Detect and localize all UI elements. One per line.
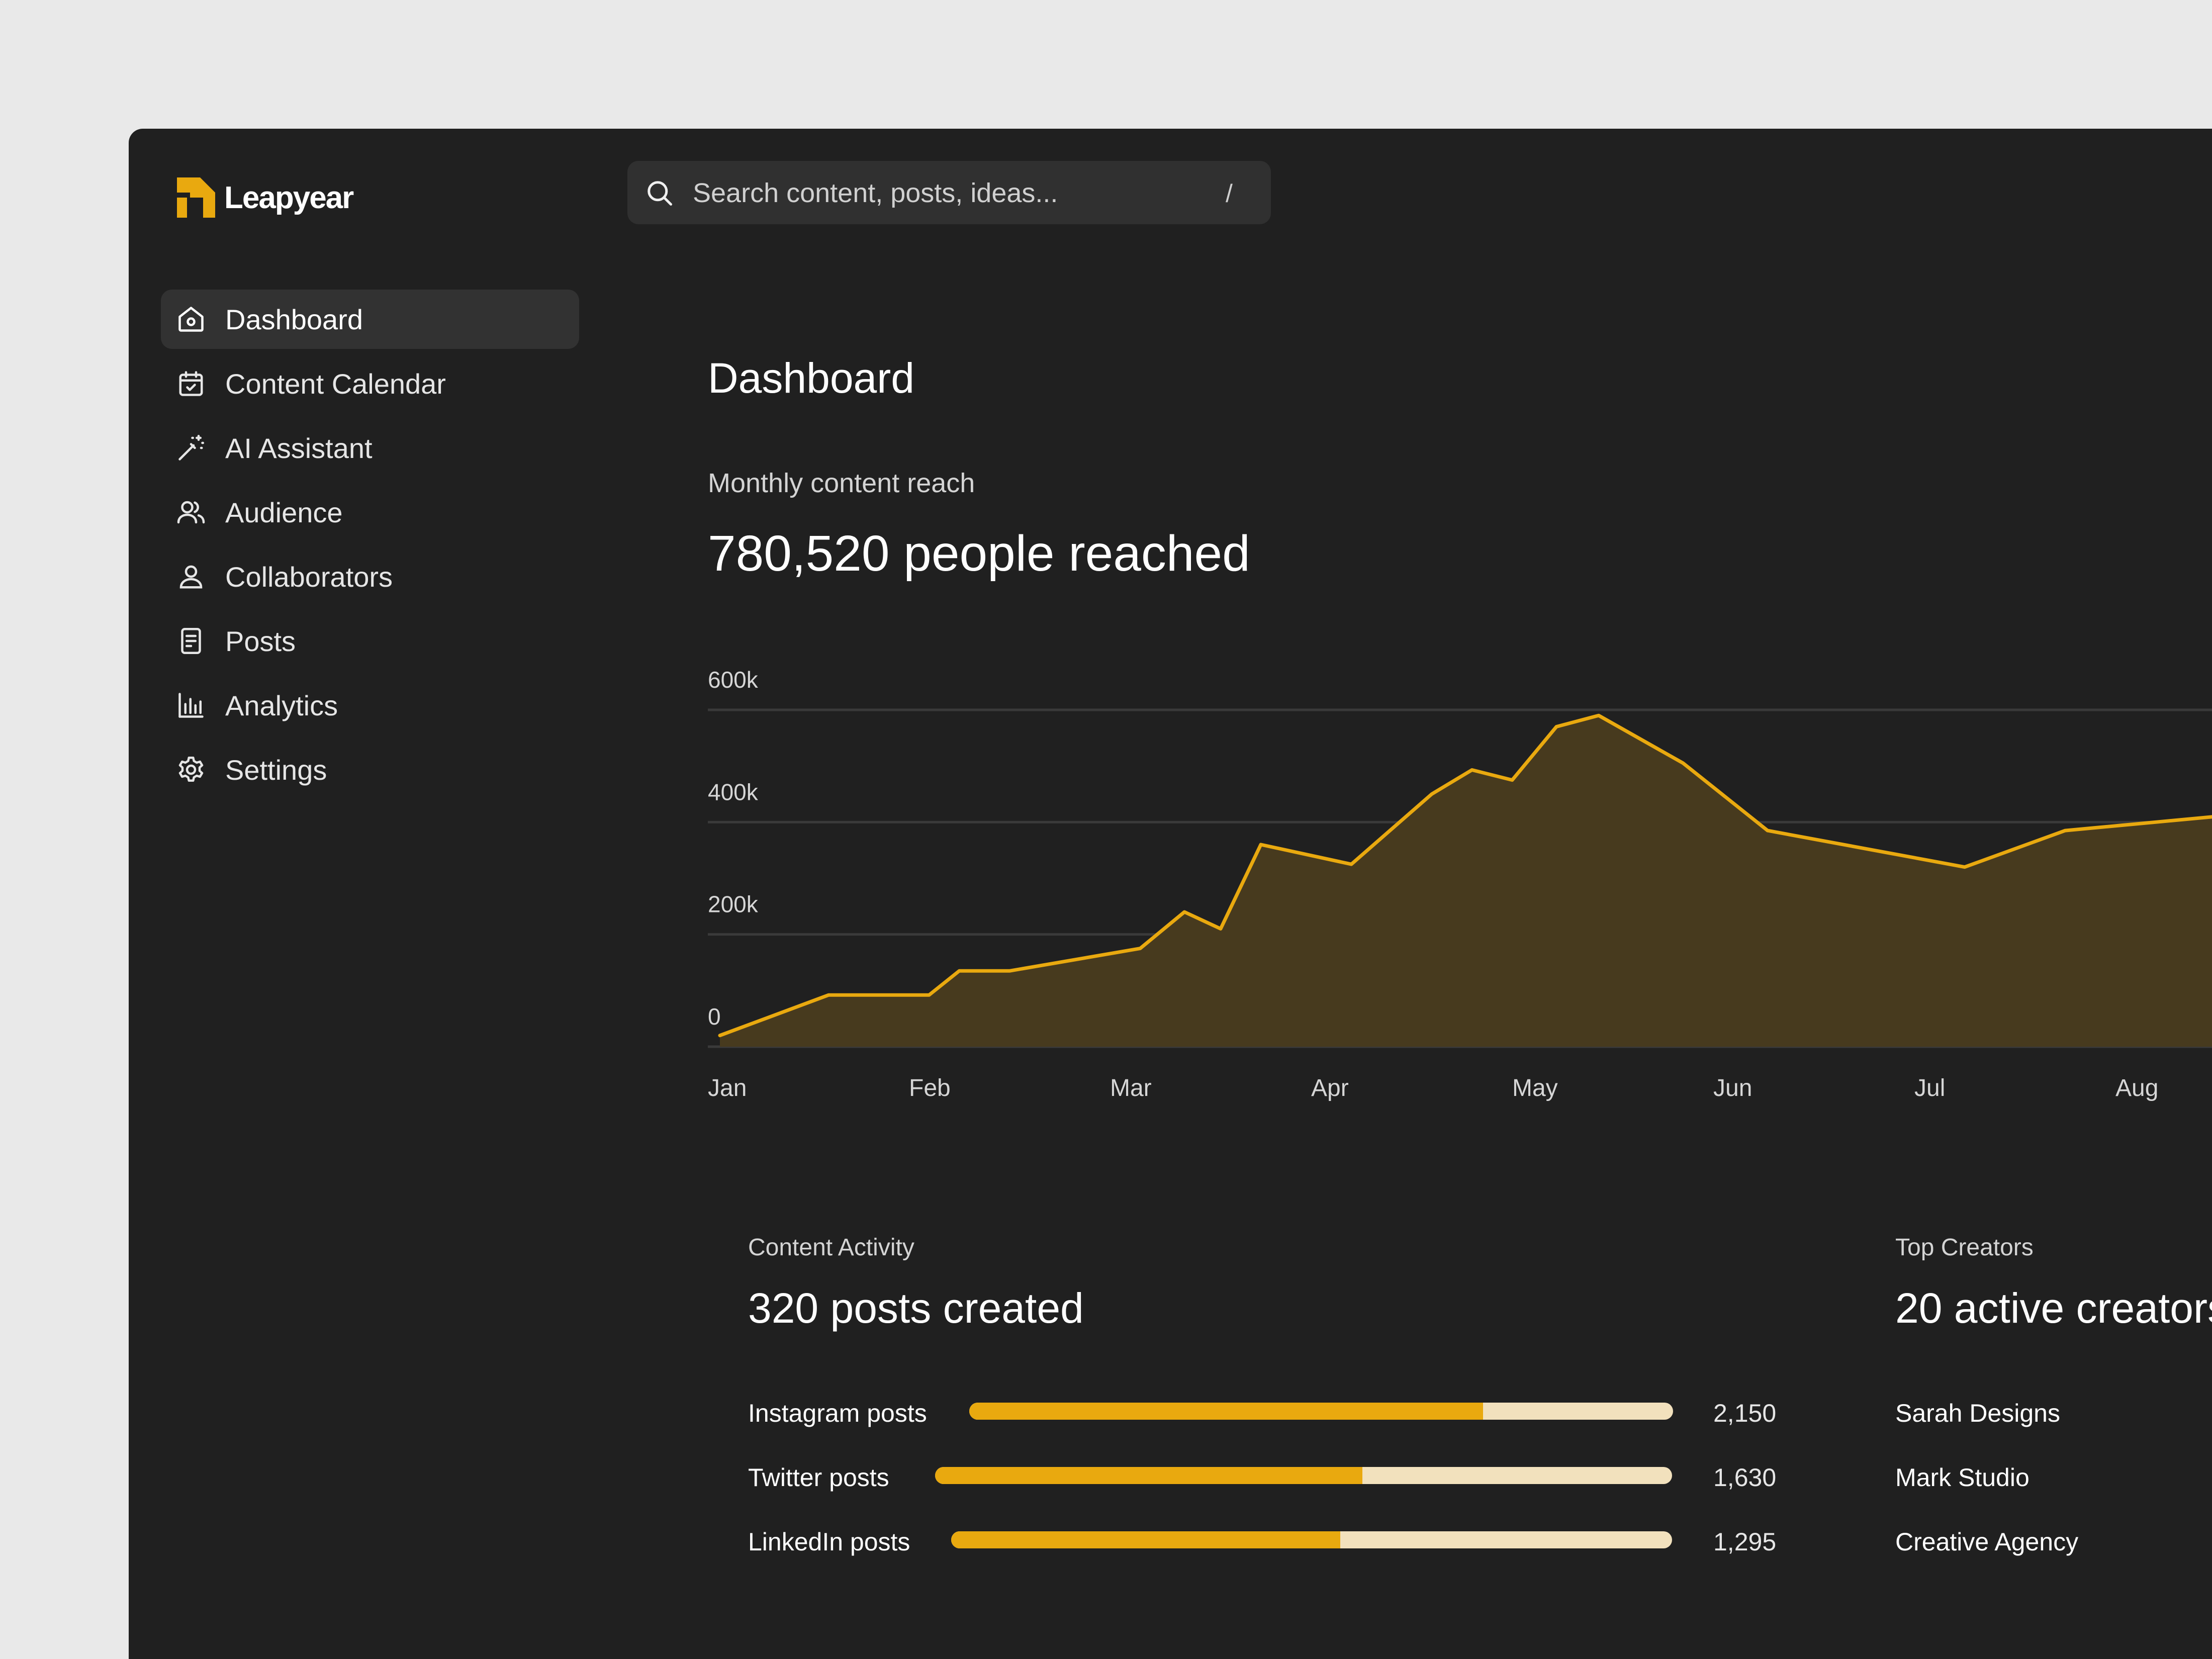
sidebar-item-label: Posts (225, 625, 296, 657)
sidebar-item-label: Content Calendar (225, 367, 446, 400)
reach-chart: 0 200k 400k 600k Jan Feb Mar Apr May Jun Jul Aug (708, 667, 2212, 1101)
creator-item[interactable]: Creative Agency (1895, 1528, 2079, 1556)
activity-row-label: Instagram posts (748, 1399, 927, 1427)
activity-label: Content Activity (748, 1234, 914, 1261)
activity-row-instagram: Instagram posts 2,150 (748, 1386, 1904, 1436)
sidebar-item-posts[interactable]: Posts (161, 611, 579, 671)
bar-chart-icon (176, 690, 206, 720)
activity-bar-track (969, 1403, 1673, 1420)
activity-row-value: 2,150 (1713, 1399, 1777, 1427)
sidebar-item-ai-assistant[interactable]: AI Assistant (161, 418, 579, 478)
y-tick-label: 600k (708, 667, 759, 693)
search-shortcut-hint: / (1226, 179, 1233, 208)
sidebar-item-analytics[interactable]: Analytics (161, 676, 579, 735)
activity-bar-fill (951, 1531, 1341, 1548)
reach-area-fill (720, 715, 2212, 1047)
users-icon (176, 497, 206, 527)
x-tick-label: Jun (1713, 1075, 1752, 1101)
x-tick-label: Jan (708, 1075, 747, 1101)
document-icon (176, 626, 206, 656)
x-tick-label: Apr (1311, 1075, 1349, 1101)
reach-value: 780,520 people reached (708, 525, 1250, 582)
creator-item[interactable]: Mark Studio (1895, 1463, 2030, 1492)
creator-item[interactable]: Sarah Designs (1895, 1399, 2060, 1427)
y-tick-label: 400k (708, 779, 759, 805)
reach-series-line (718, 713, 2212, 1038)
sidebar-item-collaborators[interactable]: Collaborators (161, 547, 579, 606)
sidebar-item-label: Audience (225, 496, 343, 528)
activity-row-twitter: Twitter posts 1,630 (748, 1450, 1904, 1500)
sidebar-item-audience[interactable]: Audience (161, 483, 579, 542)
x-tick-label: Feb (909, 1075, 951, 1101)
magic-wand-icon (176, 433, 206, 463)
brand-name: Leapyear (224, 180, 354, 215)
x-tick-label: Mar (1110, 1075, 1152, 1101)
sidebar-item-content-calendar[interactable]: Content Calendar (161, 354, 579, 413)
activity-row-value: 1,630 (1713, 1463, 1777, 1492)
activity-row-label: Twitter posts (748, 1463, 889, 1492)
brand[interactable]: Leapyear (177, 177, 354, 218)
activity-bar-fill (935, 1467, 1363, 1484)
search-input[interactable] (692, 170, 1196, 216)
x-tick-label: Aug (2115, 1075, 2158, 1101)
search-bar[interactable]: / (627, 161, 1271, 224)
activity-bar-track (951, 1531, 1672, 1548)
page-title: Dashboard (708, 354, 914, 402)
activity-row-linkedin: LinkedIn posts 1,295 (748, 1514, 1904, 1564)
sidebar-item-label: Analytics (225, 689, 338, 721)
sidebar-item-label: Dashboard (225, 303, 363, 335)
sidebar-item-label: Settings (225, 754, 327, 786)
activity-row-label: LinkedIn posts (748, 1528, 910, 1556)
leapyear-logo-icon (177, 177, 215, 218)
app-window: Leapyear / Dashboard Content Calendar AI… (129, 129, 2212, 1659)
creators-label: Top Creators (1895, 1234, 2034, 1261)
user-icon (176, 562, 206, 592)
sidebar-item-label: Collaborators (225, 561, 393, 593)
reach-label: Monthly content reach (708, 468, 975, 498)
activity-bar-fill (969, 1403, 1483, 1420)
sidebar-nav: Dashboard Content Calendar AI Assistant … (161, 290, 579, 804)
activity-row-value: 1,295 (1713, 1528, 1777, 1556)
sidebar-item-label: AI Assistant (225, 432, 373, 464)
y-tick-label: 0 (708, 1003, 721, 1030)
activity-bar-track (935, 1467, 1672, 1484)
activity-value: 320 posts created (748, 1284, 1084, 1332)
creators-value: 20 active creators (1895, 1284, 2212, 1332)
home-icon (176, 304, 206, 334)
y-tick-label: 200k (708, 891, 759, 917)
sidebar-item-settings[interactable]: Settings (161, 740, 579, 799)
sidebar-item-dashboard[interactable]: Dashboard (161, 290, 579, 349)
gear-icon (176, 755, 206, 785)
calendar-icon (176, 368, 206, 399)
x-tick-label: Jul (1914, 1075, 1945, 1101)
x-tick-label: May (1512, 1075, 1558, 1101)
search-icon (644, 178, 675, 208)
